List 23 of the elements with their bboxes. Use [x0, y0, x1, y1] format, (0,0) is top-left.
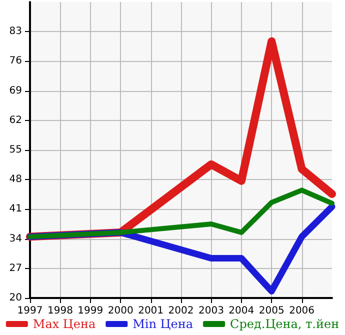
y-tick-label: 62 [9, 114, 22, 126]
x-tick-label: 2000 [108, 306, 134, 316]
y-tick-label: 48 [9, 174, 22, 186]
x-tick-label: 2002 [168, 306, 194, 316]
y-tick-label: 83 [9, 26, 22, 38]
y-tick-label: 41 [9, 204, 22, 215]
x-tick-label: 1997 [17, 306, 43, 316]
y-tick-label: 34 [9, 233, 22, 244]
y-tick-label: 76 [9, 56, 22, 67]
legend-label: Max Цена [32, 317, 96, 331]
y-tick-label: 27 [9, 262, 22, 274]
y-tick-label: 20 [9, 292, 22, 304]
y-tick-label: 55 [9, 144, 22, 156]
x-tick-label: 1999 [78, 306, 104, 316]
legend-label: Сред.Цена, т.йен [230, 317, 340, 331]
x-tick-label: 2005 [258, 306, 284, 316]
y-tick-label: 69 [9, 85, 22, 96]
x-tick-label: 2001 [138, 306, 164, 316]
x-tick-label: 1998 [47, 306, 73, 316]
x-tick-label: 2003 [198, 306, 224, 316]
legend-label: Min Цена [132, 317, 194, 331]
x-tick-label: 2004 [228, 306, 254, 316]
x-tick-label: 2006 [289, 306, 315, 316]
